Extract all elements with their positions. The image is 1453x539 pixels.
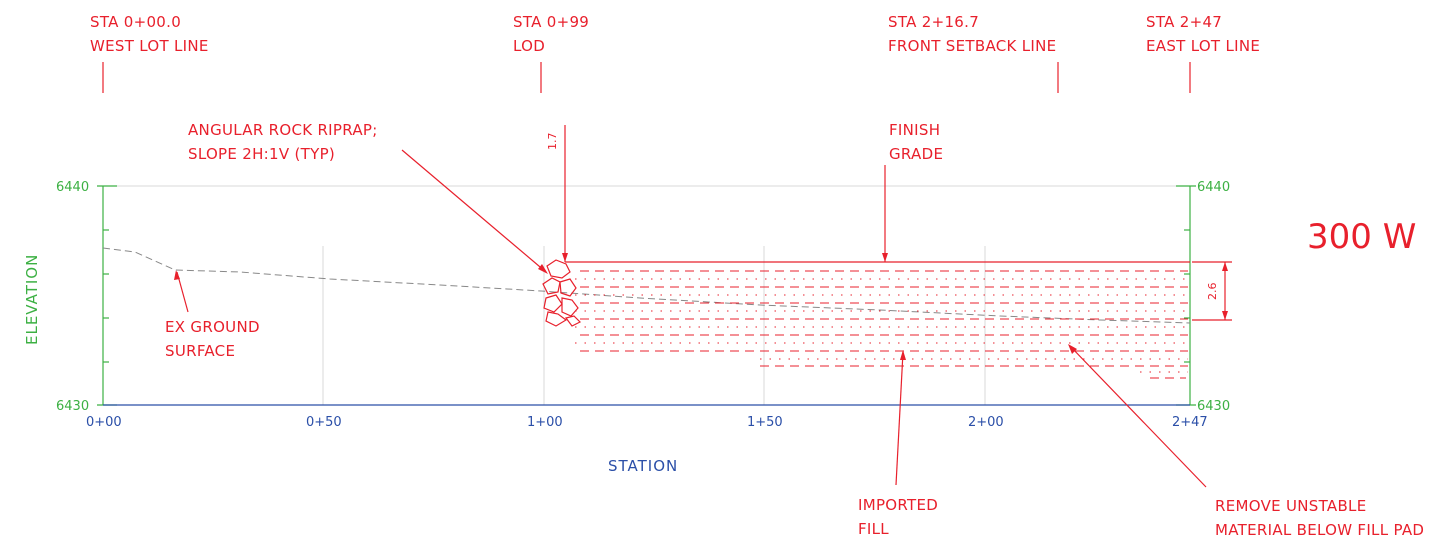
station-tick-1-00: 1+00	[527, 415, 563, 430]
fill-depth-arrow-bottom	[1222, 311, 1228, 320]
station-axis: 0+00 0+50 1+00 1+50 2+00 2+47 STATION	[86, 404, 1208, 475]
callout-ex-ground-line2: SURFACE	[165, 342, 235, 360]
rock	[542, 277, 561, 295]
right-elev-label-6430: 6430	[1197, 399, 1230, 414]
station-tick-0-50: 0+50	[306, 415, 342, 430]
riprap-rocks	[542, 259, 582, 327]
rock	[543, 294, 563, 313]
station-marker-east-sta: STA 2+47	[1146, 13, 1222, 31]
station-tick-2-47: 2+47	[1172, 415, 1208, 430]
riprap-offset-value: 1.7	[546, 133, 559, 151]
rock	[545, 311, 568, 327]
callout-imported-fill: IMPORTED FILL	[858, 350, 938, 538]
station-tick-1-50: 1+50	[747, 415, 783, 430]
callout-ex-ground: EX GROUND SURFACE	[165, 270, 260, 360]
callout-riprap-line2: SLOPE 2H:1V (TYP)	[188, 145, 335, 163]
station-marker-west: STA 0+00.0 WEST LOT LINE	[90, 13, 209, 93]
fill-depth-arrow-top	[1222, 262, 1228, 271]
callout-riprap: ANGULAR ROCK RIPRAP; SLOPE 2H:1V (TYP)	[188, 121, 548, 274]
station-axis-title: STATION	[608, 457, 678, 475]
riprap-offset-dimension: 1.7	[546, 125, 568, 262]
callout-finish-grade-arrow	[882, 253, 888, 262]
callout-imported-fill-arrow	[900, 350, 906, 360]
callout-remove-leader	[1069, 345, 1207, 488]
existing-ground-line	[102, 247, 1191, 324]
callout-finish-grade-line1: FINISH	[889, 121, 940, 139]
callout-finish-grade: FINISH GRADE	[882, 121, 943, 262]
rock	[561, 297, 579, 317]
station-marker-setback-label: FRONT SETBACK LINE	[888, 37, 1056, 55]
callout-ex-ground-arrow	[174, 270, 180, 280]
left-elev-label-6430: 6430	[56, 399, 89, 414]
station-marker-lod-label: LOD	[513, 37, 545, 55]
station-marker-setback-sta: STA 2+16.7	[888, 13, 979, 31]
station-marker-lod-sta: STA 0+99	[513, 13, 589, 31]
callout-finish-grade-line2: GRADE	[889, 145, 943, 163]
profile-title: 300 W	[1307, 217, 1416, 257]
rock	[559, 278, 577, 297]
station-tick-2-00: 2+00	[968, 415, 1004, 430]
left-elev-label-6440: 6440	[56, 180, 89, 195]
elevation-axis-title: ELEVATION	[23, 254, 41, 345]
station-marker-east: STA 2+47 EAST LOT LINE	[1146, 13, 1260, 93]
rock	[564, 315, 582, 327]
callout-imported-fill-leader	[895, 351, 904, 486]
callout-imported-fill-line1: IMPORTED	[858, 496, 938, 514]
imported-fill-hatch	[565, 261, 1190, 379]
station-marker-setback: STA 2+16.7 FRONT SETBACK LINE	[888, 13, 1059, 93]
station-marker-west-label: WEST LOT LINE	[90, 37, 209, 55]
station-marker-west-sta: STA 0+00.0	[90, 13, 181, 31]
callout-remove-line2: MATERIAL BELOW FILL PAD	[1215, 521, 1424, 539]
station-tick-0-00: 0+00	[86, 415, 122, 430]
riprap-offset-arrow	[562, 253, 568, 262]
rock	[546, 259, 571, 279]
station-marker-lod: STA 0+99 LOD	[513, 13, 589, 93]
callout-remove-line1: REMOVE UNSTABLE	[1215, 497, 1367, 515]
callout-riprap-arrow	[538, 264, 548, 274]
fill-depth-value: 2.6	[1206, 283, 1219, 301]
callout-ex-ground-line1: EX GROUND	[165, 318, 260, 336]
callout-imported-fill-line2: FILL	[858, 520, 889, 538]
callout-riprap-leader	[401, 149, 547, 273]
station-marker-east-label: EAST LOT LINE	[1146, 37, 1260, 55]
profile-grid	[103, 185, 1190, 405]
callout-remove-arrow	[1068, 344, 1077, 354]
fill-depth-dimension: 2.6	[1192, 261, 1232, 321]
callout-riprap-line1: ANGULAR ROCK RIPRAP;	[188, 121, 378, 139]
right-elev-label-6440: 6440	[1197, 180, 1230, 195]
callout-remove-material: REMOVE UNSTABLE MATERIAL BELOW FILL PAD	[1068, 344, 1424, 539]
